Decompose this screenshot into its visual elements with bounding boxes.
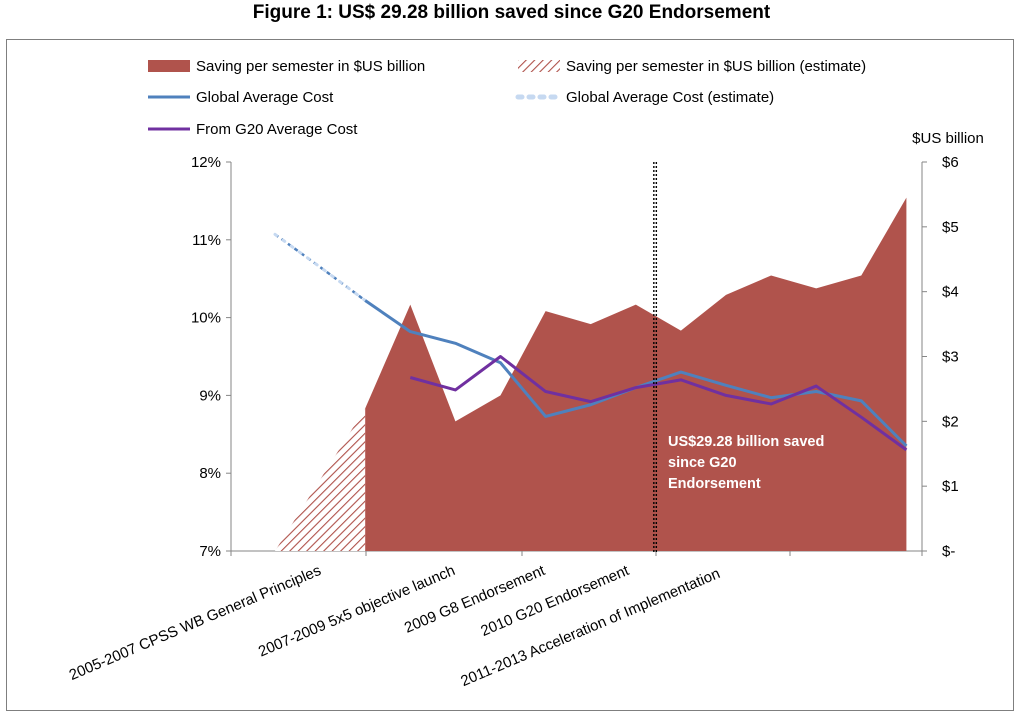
y-right-tick-label: $4 <box>942 284 959 301</box>
chart-title: Figure 1: US$ 29.28 billion saved since … <box>252 2 771 23</box>
y-left-tick-label: 10% <box>191 310 221 327</box>
legend-label-3: Global Average Cost (estimate) <box>566 89 774 106</box>
saving-area <box>365 197 907 552</box>
legend-label-0: Saving per semester in $US billion <box>196 58 425 75</box>
y-right-tick-label: $5 <box>942 219 959 236</box>
y-right-axis-title: $US billion <box>912 130 984 147</box>
legend-swatch-saving-estimate <box>518 60 560 72</box>
saving-estimate-area <box>275 408 366 551</box>
annotation-text: US$29.28 billion saved <box>668 434 824 450</box>
y-left-tick-label: 7% <box>199 543 221 560</box>
y-right-tick-label: $6 <box>942 154 959 171</box>
legend-swatch-saving <box>148 60 190 72</box>
y-left-tick-label: 12% <box>191 154 221 171</box>
legend-label-2: Global Average Cost <box>196 89 334 106</box>
chart-frame <box>6 39 1014 711</box>
y-right-tick-label: $- <box>942 543 955 560</box>
y-left-tick-label: 8% <box>199 465 221 482</box>
global-cost-estimate-dots <box>273 232 367 302</box>
global-cost-estimate-line <box>274 233 366 302</box>
y-right-tick-label: $1 <box>942 478 959 495</box>
y-right-tick-label: $2 <box>942 413 959 430</box>
annotation-text: Endorsement <box>668 476 761 492</box>
y-right-tick-label: $3 <box>942 349 959 366</box>
x-category-label: 2005-2007 CPSS WB General Principles <box>67 562 324 684</box>
g20-cost-line <box>409 355 908 452</box>
legend-label-4: From G20 Average Cost <box>196 121 358 138</box>
y-left-tick-label: 11% <box>192 232 221 249</box>
y-left-tick-label: 9% <box>199 387 221 404</box>
annotation-text: since G20 <box>668 455 737 471</box>
legend-label-1: Saving per semester in $US billion (esti… <box>566 58 866 75</box>
